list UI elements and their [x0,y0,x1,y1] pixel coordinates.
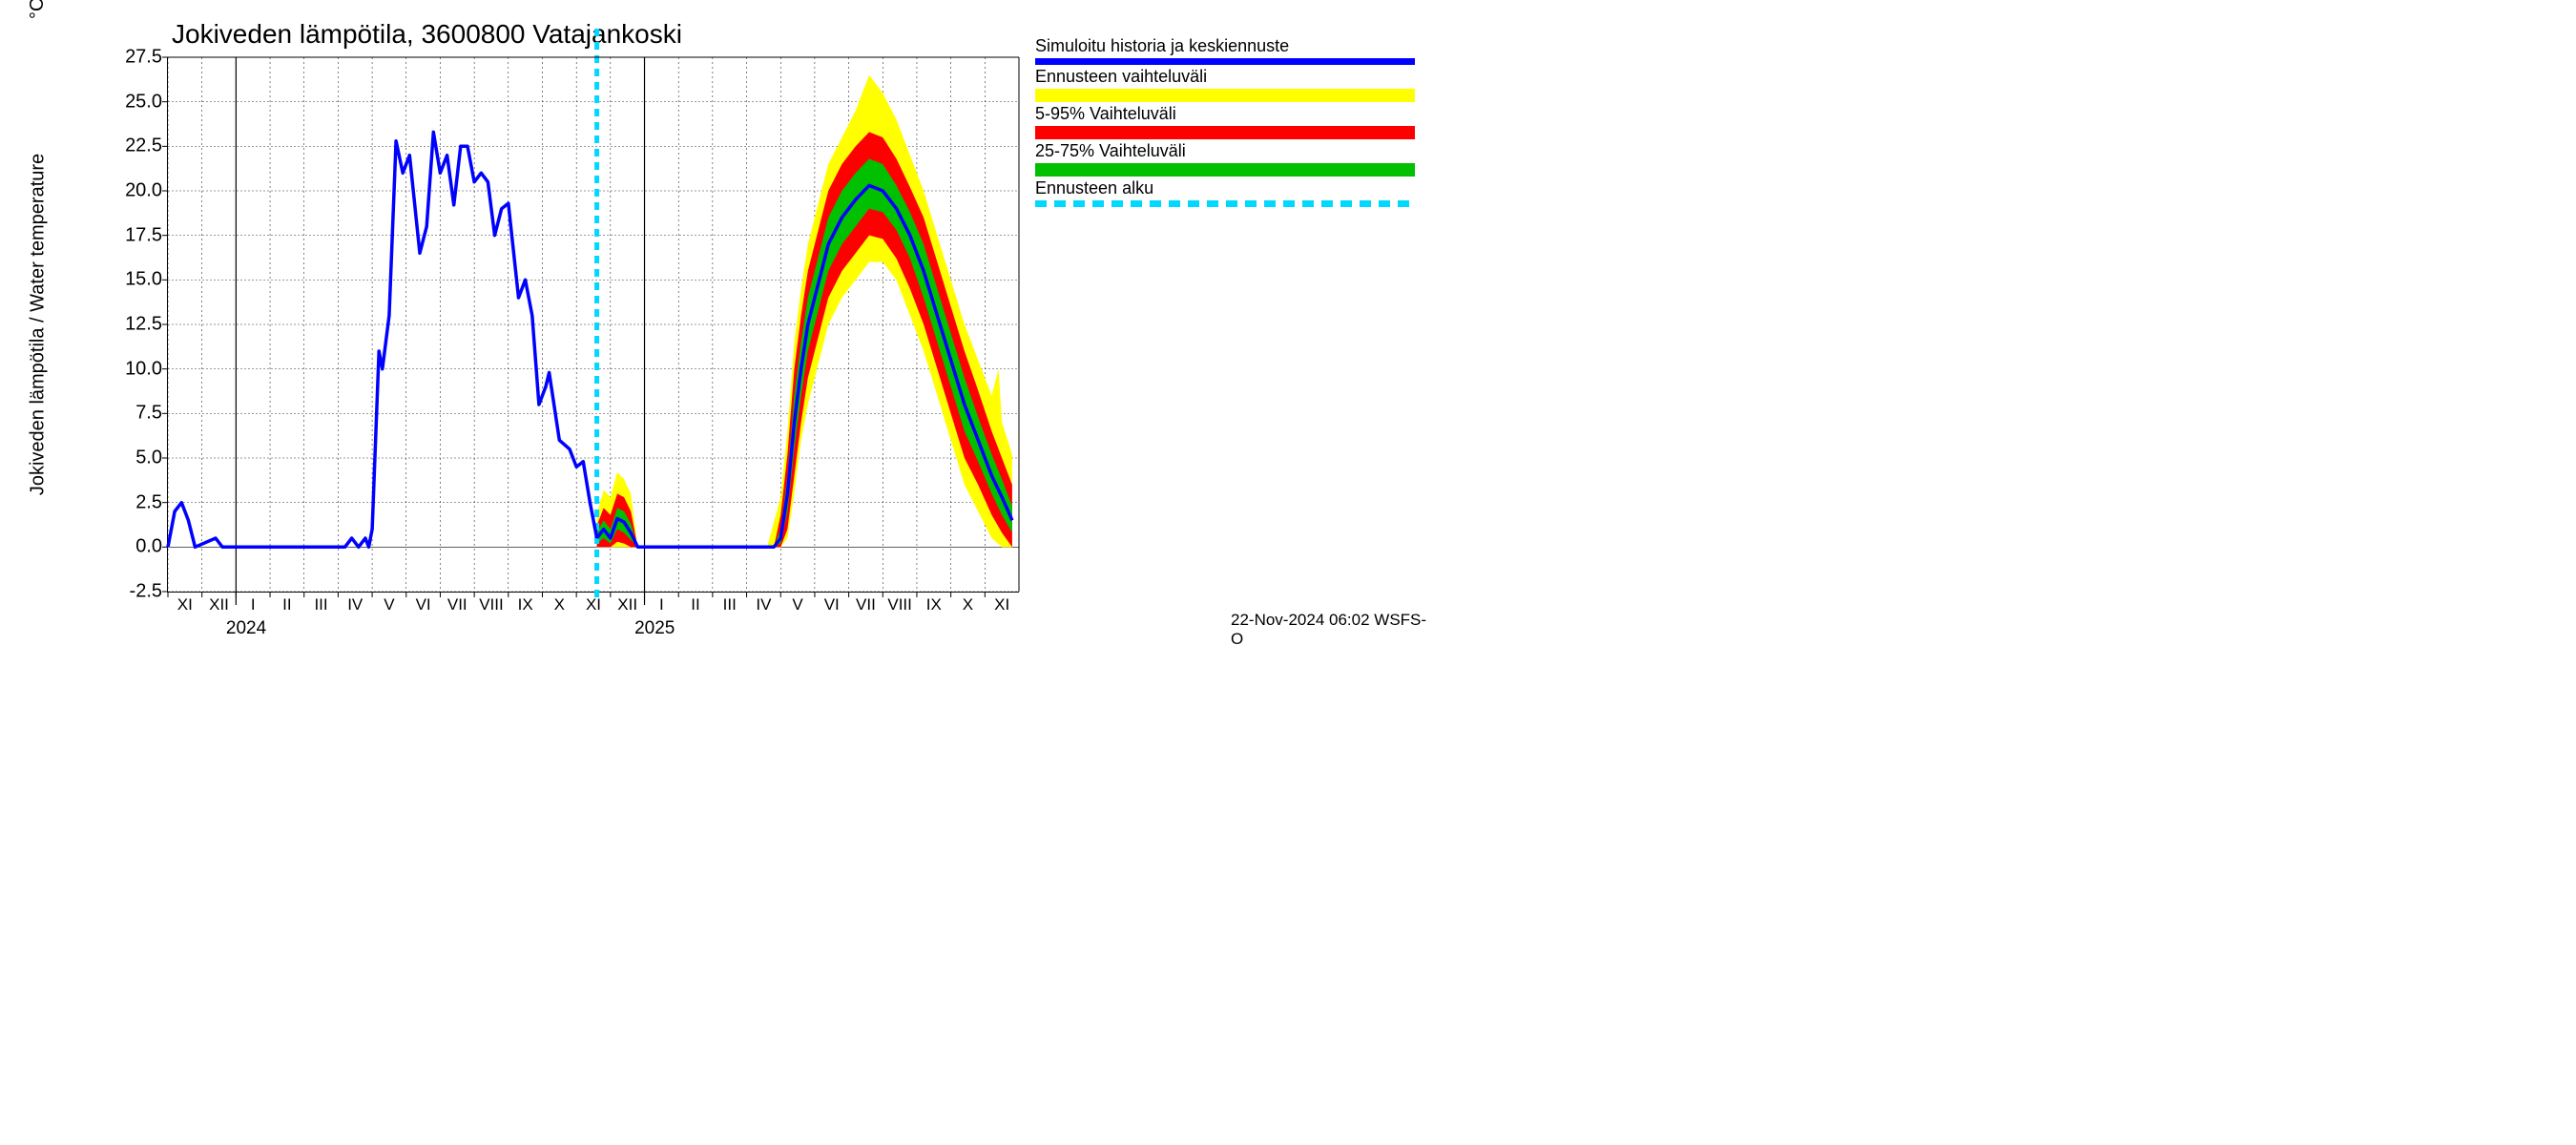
x-tick-label: II [691,595,699,614]
plot-area: -2.50.02.55.07.510.012.515.017.520.022.5… [167,57,1019,593]
y-tick-label: 2.5 [135,491,162,513]
legend-label: Ennusteen alku [1035,178,1415,198]
legend-swatch [1035,89,1415,102]
x-tick-label: VIII [479,595,504,614]
legend-swatch [1035,200,1415,207]
x-tick-label: II [282,595,291,614]
x-tick-label: VII [856,595,876,614]
y-tick-label: 15.0 [125,269,162,291]
x-tick-label: X [554,595,565,614]
x-year-label: 2024 [226,618,266,639]
chart-title: Jokiveden lämpötila, 3600800 Vatajankosk… [172,19,682,50]
legend-label: Simuloitu historia ja keskiennuste [1035,36,1415,56]
x-tick-label: IX [926,595,942,614]
x-tick-label: XI [994,595,1009,614]
x-tick-label: III [723,595,737,614]
y-tick-label: 17.5 [125,224,162,246]
chart-container: °C Jokiveden lämpötila / Water temperatu… [0,0,1431,649]
x-tick-label: VIII [887,595,912,614]
x-tick-label: V [792,595,802,614]
x-tick-label: X [963,595,973,614]
y-tick-label: 12.5 [125,314,162,336]
y-tick-label: 10.0 [125,358,162,380]
legend-label: Ennusteen vaihteluväli [1035,67,1415,87]
x-year-label: 2025 [634,618,675,639]
legend-item: 5-95% Vaihteluväli [1035,104,1415,139]
y-tick-label: 7.5 [135,403,162,425]
legend-item: 25-75% Vaihteluväli [1035,141,1415,177]
x-tick-label: I [251,595,256,614]
y-tick-label: -2.5 [130,581,162,603]
y-axis-unit: °C [27,0,49,19]
x-tick-label: XI [177,595,193,614]
legend-item: Ennusteen alku [1035,178,1415,207]
y-tick-label: 20.0 [125,180,162,202]
x-tick-label: III [314,595,327,614]
y-tick-label: 5.0 [135,448,162,469]
x-tick-label: V [384,595,394,614]
y-tick-label: 0.0 [135,536,162,558]
x-tick-label: XII [617,595,637,614]
legend: Simuloitu historia ja keskiennuste Ennust… [1035,36,1415,209]
x-tick-label: VII [447,595,467,614]
x-tick-label: IX [518,595,533,614]
y-tick-label: 25.0 [125,91,162,113]
footer-timestamp: 22-Nov-2024 06:02 WSFS-O [1231,611,1431,649]
legend-swatch [1035,126,1415,139]
legend-swatch [1035,163,1415,177]
y-tick-label: 22.5 [125,135,162,157]
y-axis-label: Jokiveden lämpötila / Water temperature [28,134,50,515]
x-tick-label: VI [824,595,840,614]
legend-swatch [1035,58,1415,65]
x-tick-label: XI [586,595,601,614]
x-tick-label: IV [347,595,363,614]
y-tick-label: 27.5 [125,47,162,69]
legend-label: 5-95% Vaihteluväli [1035,104,1415,124]
x-tick-label: IV [756,595,771,614]
plot-svg [168,57,1019,592]
x-tick-label: XII [209,595,229,614]
x-tick-label: VI [416,595,431,614]
x-tick-label: I [659,595,664,614]
legend-label: 25-75% Vaihteluväli [1035,141,1415,161]
legend-item: Ennusteen vaihteluväli [1035,67,1415,102]
legend-item: Simuloitu historia ja keskiennuste [1035,36,1415,65]
